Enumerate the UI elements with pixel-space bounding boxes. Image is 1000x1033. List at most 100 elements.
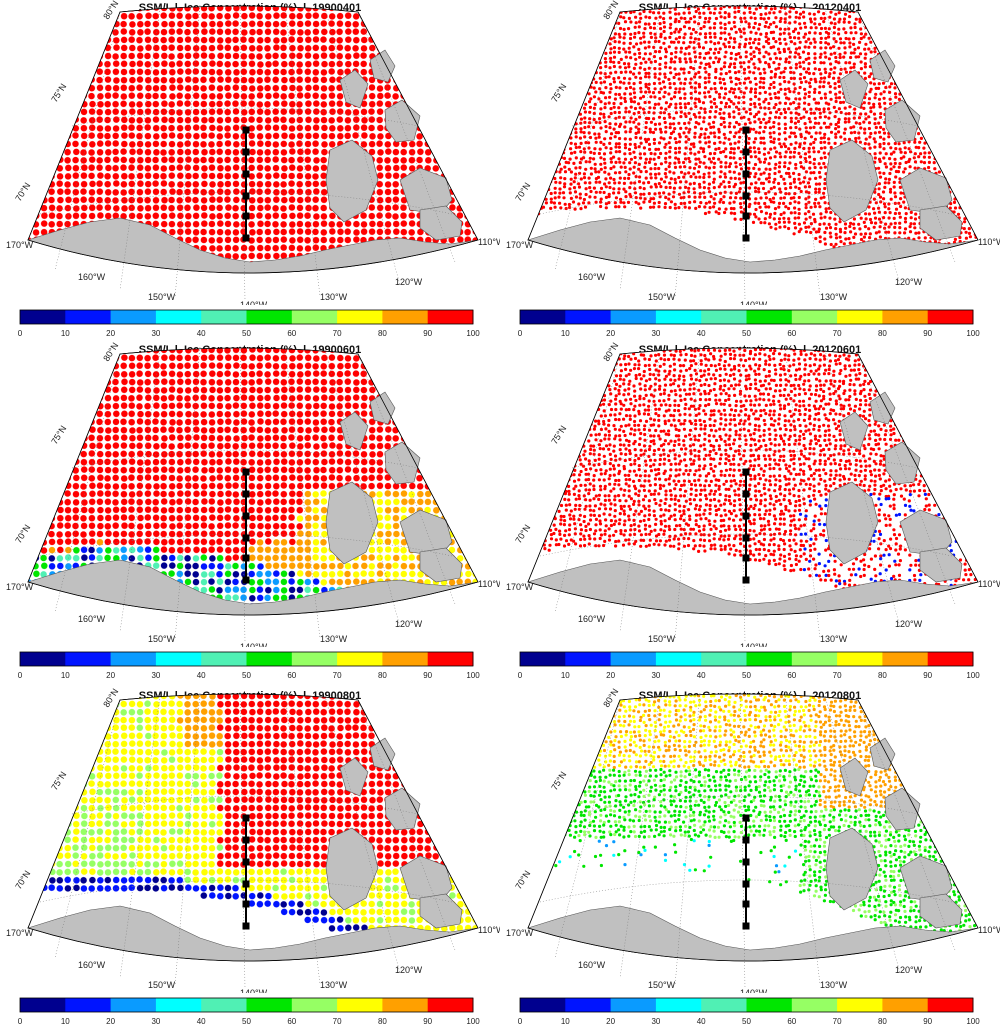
ice-dot <box>264 60 273 68</box>
ice-dot <box>304 92 312 100</box>
ice-dot <box>72 12 80 20</box>
ice-dot <box>957 80 961 85</box>
ice-dot <box>949 132 953 136</box>
ice-dot <box>336 100 344 108</box>
ice-dot <box>617 60 621 65</box>
colorbar-swatch <box>201 310 247 324</box>
ice-dot <box>280 236 288 244</box>
ice-dot <box>65 285 72 292</box>
ice-dot <box>912 76 916 80</box>
ice-dot <box>456 84 464 92</box>
ice-dot <box>464 268 472 273</box>
ice-dot <box>778 142 782 146</box>
ice-dot <box>464 172 472 180</box>
ice-dot <box>732 20 736 24</box>
ice-dot <box>879 12 883 16</box>
ice-dot <box>280 124 288 132</box>
ice-dot <box>923 31 927 35</box>
ice-dot <box>907 60 911 64</box>
ice-dot <box>547 45 551 49</box>
ice-dot <box>144 204 152 212</box>
ice-dot <box>464 180 472 188</box>
ice-dot <box>893 92 898 96</box>
ice-dot <box>912 26 916 30</box>
ice-dot <box>882 131 887 135</box>
ice-dot <box>56 6 64 12</box>
ice-dot <box>663 145 667 149</box>
ice-dot <box>777 62 781 66</box>
ice-dot <box>923 105 927 109</box>
lon-label: 150°W <box>148 292 176 302</box>
ice-dot <box>817 91 822 95</box>
ice-dot <box>919 71 923 76</box>
ice-dot <box>216 12 224 20</box>
ice-dot <box>568 105 572 109</box>
ice-dot <box>448 132 456 140</box>
ice-dot <box>674 27 678 31</box>
ice-dot <box>56 28 64 36</box>
ice-dot <box>543 6 547 10</box>
ice-dot <box>532 111 536 115</box>
ice-dot <box>448 124 456 132</box>
ice-dot <box>549 87 553 91</box>
ice-dot <box>647 82 651 86</box>
ice-dot <box>40 44 48 52</box>
ice-dot <box>537 11 541 15</box>
ice-dot <box>674 102 678 106</box>
ice-dot <box>160 52 168 60</box>
ice-dot <box>638 152 642 156</box>
ice-dot <box>464 188 472 196</box>
ice-dot <box>548 102 552 106</box>
ice-dot <box>764 50 768 54</box>
ice-dot <box>160 284 167 291</box>
ice-dot <box>264 172 272 180</box>
ice-dot <box>129 293 136 300</box>
ice-dot <box>574 110 578 114</box>
ice-dot <box>416 260 424 268</box>
ice-dot <box>248 76 256 84</box>
ice-dot <box>184 84 192 92</box>
ice-dot <box>942 67 947 71</box>
ice-dot <box>603 102 607 106</box>
land-island <box>339 69 369 109</box>
ice-dot <box>973 6 978 9</box>
ice-dot <box>472 44 478 52</box>
ice-dot <box>549 146 553 151</box>
ice-dot <box>613 135 617 139</box>
ice-dot <box>257 292 264 299</box>
ice-dot <box>796 119 801 124</box>
ice-dot <box>88 164 96 172</box>
ice-dot <box>863 142 867 146</box>
ice-dot <box>668 115 672 119</box>
ice-dot <box>918 27 922 31</box>
ice-dot <box>216 228 224 236</box>
ice-dot <box>41 293 48 300</box>
ice-dot <box>352 236 360 244</box>
ice-dot <box>353 292 360 299</box>
ice-dot <box>523 67 526 70</box>
ice-dot <box>893 6 897 10</box>
ice-dot <box>481 181 488 188</box>
ice-dot <box>739 127 743 131</box>
ice-dot <box>732 151 736 155</box>
ice-dot <box>240 60 248 68</box>
ice-dot <box>772 137 776 141</box>
ice-dot <box>88 100 97 108</box>
ice-dot <box>942 61 946 65</box>
ice-dot <box>160 179 168 188</box>
ice-dot <box>328 212 336 220</box>
ice-dot <box>589 20 593 25</box>
ice-dot <box>223 196 232 204</box>
ice-dot <box>17 20 24 27</box>
ice-dot <box>614 15 618 19</box>
ice-dot <box>192 228 200 236</box>
ice-dot <box>548 40 553 44</box>
ice-dot <box>564 50 568 54</box>
ice-dot <box>919 111 924 115</box>
ice-dot <box>56 252 64 260</box>
ice-dot <box>957 115 961 119</box>
ice-dot <box>336 28 344 36</box>
ice-dot <box>949 66 953 70</box>
ice-dot <box>192 44 200 52</box>
ice-dot <box>89 285 96 292</box>
